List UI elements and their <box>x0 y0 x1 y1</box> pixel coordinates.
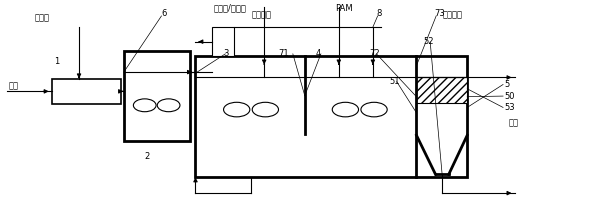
Text: 6: 6 <box>161 9 167 18</box>
Text: 3: 3 <box>224 49 229 58</box>
Ellipse shape <box>157 99 180 112</box>
Text: 8: 8 <box>376 9 382 18</box>
Ellipse shape <box>133 99 156 112</box>
Text: 72: 72 <box>369 49 380 58</box>
Text: PAM: PAM <box>335 4 352 13</box>
Text: 50: 50 <box>504 92 515 100</box>
Text: 除硅剂: 除硅剂 <box>34 13 49 22</box>
Ellipse shape <box>332 102 359 117</box>
Text: 1: 1 <box>54 57 59 66</box>
Bar <box>416 77 467 103</box>
Ellipse shape <box>252 102 278 117</box>
Bar <box>124 51 190 141</box>
Text: 出水: 出水 <box>509 118 519 127</box>
Bar <box>52 79 121 104</box>
Ellipse shape <box>224 102 250 117</box>
Text: 4: 4 <box>316 49 322 58</box>
Text: 2: 2 <box>145 152 150 161</box>
Text: 73: 73 <box>434 9 445 18</box>
Text: 污泥回流: 污泥回流 <box>251 11 271 20</box>
Text: 52: 52 <box>423 37 434 46</box>
Ellipse shape <box>361 102 387 117</box>
Text: 除硬剂/混凝剂: 除硬剂/混凝剂 <box>214 4 247 13</box>
Bar <box>212 27 235 56</box>
Text: 71: 71 <box>278 49 289 58</box>
Text: 5: 5 <box>504 80 509 89</box>
Text: 53: 53 <box>504 103 515 112</box>
Text: 51: 51 <box>389 77 400 85</box>
Text: 进水: 进水 <box>8 82 19 90</box>
Bar <box>196 56 467 177</box>
Text: 污泥外排: 污泥外排 <box>442 11 462 20</box>
